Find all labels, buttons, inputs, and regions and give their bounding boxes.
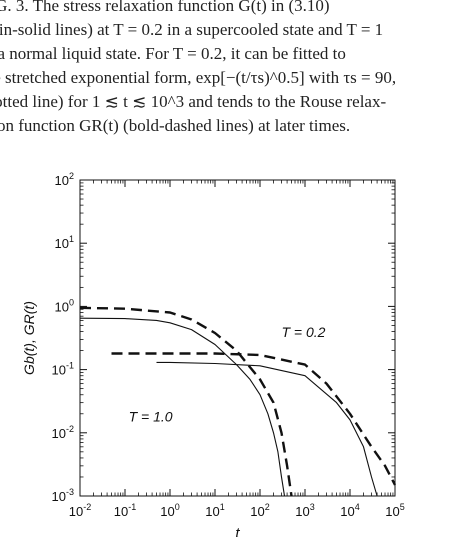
x-tick-label: 105 [385,502,404,519]
plot-area [79,179,396,497]
caption-line: in a normal liquid state. For T = 0.2, i… [0,44,346,63]
y-tick-label: 102 [55,171,74,188]
y-tick-label: 10-3 [52,487,74,504]
caption-line: (dotted line) for 1 ≲ t ≲ 10^3 and tends… [0,92,387,111]
series-line-1 [79,306,293,497]
x-axis-label: t [235,525,240,537]
y-tick-label: 100 [55,297,74,314]
annotation-t02: T = 0.2 [281,324,325,340]
y-tick-label: 10-1 [52,361,74,378]
x-tick-label: 100 [160,502,179,519]
caption-line: the stretched exponential form, exp[−(t/… [0,68,397,87]
caption-line: ation function GR(t) (bold-dashed lines)… [0,116,351,135]
x-tick-label: 10-2 [69,502,91,519]
x-tick-label: 101 [205,502,224,519]
x-tick-label: 104 [340,502,359,519]
y-tick-label: 10-2 [52,424,74,441]
annotation-t10: T = 1.0 [129,409,173,425]
y-axis-label: Gb(t), GR(t) [21,301,37,375]
x-tick-label: 103 [295,502,314,519]
series-line-2 [156,361,382,497]
x-tick-label: 102 [250,502,269,519]
series-line-3 [111,352,397,486]
caption-line: (thin-solid lines) at T = 0.2 in a super… [0,20,384,39]
figure-caption: FIG. 3. The stress relaxation function G… [0,0,474,138]
x-tick-label: 10-1 [114,502,136,519]
caption-line: FIG. 3. The stress relaxation function G… [0,0,330,15]
y-tick-label: 101 [55,234,74,251]
series-line-0 [79,317,286,497]
